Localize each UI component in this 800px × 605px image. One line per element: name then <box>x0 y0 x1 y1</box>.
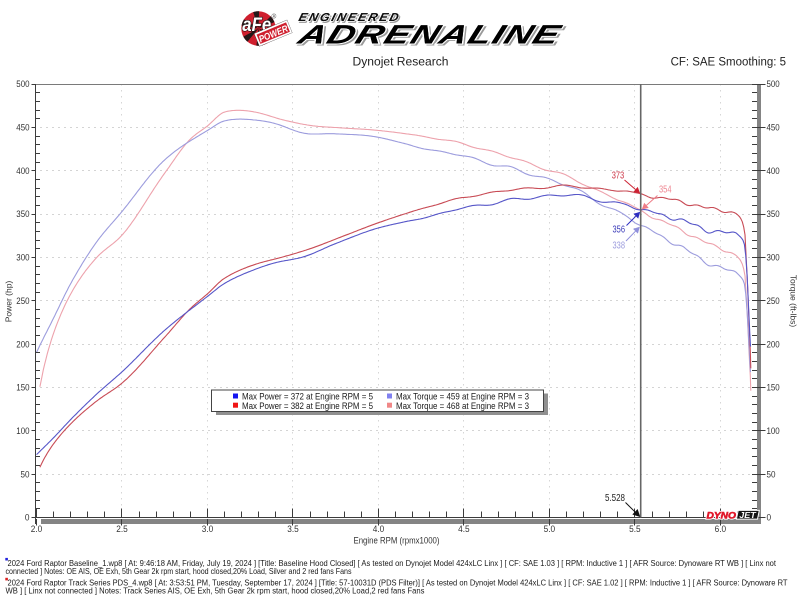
svg-text:100: 100 <box>16 426 29 436</box>
svg-text:Engine RPM (rpmx1000): Engine RPM (rpmx1000) <box>354 535 440 545</box>
svg-text:100: 100 <box>767 426 780 436</box>
svg-text:338: 338 <box>613 240 626 251</box>
svg-text:300: 300 <box>767 253 780 263</box>
svg-text:500: 500 <box>767 79 780 89</box>
svg-text:ENGINEERED: ENGINEERED <box>298 12 403 25</box>
svg-text:connected ] Notes: OE AIS, OE: connected ] Notes: OE AIS, OE Exh, 5th G… <box>6 567 352 576</box>
svg-text:ADRENALINE: ADRENALINE <box>295 22 567 52</box>
svg-text:200: 200 <box>16 339 29 349</box>
svg-text:250: 250 <box>16 296 29 306</box>
svg-text:Dynojet Research: Dynojet Research <box>353 55 449 69</box>
svg-text:2024 Ford Raptor Baseline_1.wp: 2024 Ford Raptor Baseline_1.wp8 [ At: 9:… <box>8 559 777 568</box>
svg-text:356: 356 <box>613 225 626 236</box>
svg-text:400: 400 <box>16 166 29 176</box>
svg-text:Torque (ft-lbs): Torque (ft-lbs) <box>789 275 799 328</box>
svg-text:0: 0 <box>25 513 30 523</box>
svg-text:Max Torque = 468 at Engine RPM: Max Torque = 468 at Engine RPM = 3 <box>396 401 529 411</box>
svg-text:350: 350 <box>767 209 780 219</box>
svg-text:CF: SAE Smoothing: 5: CF: SAE Smoothing: 5 <box>671 55 787 69</box>
svg-text:4.0: 4.0 <box>373 524 385 534</box>
svg-text:50: 50 <box>21 469 30 479</box>
svg-text:6.0: 6.0 <box>715 524 727 534</box>
svg-text:250: 250 <box>767 296 780 306</box>
svg-text:5.0: 5.0 <box>544 524 556 534</box>
svg-text:0: 0 <box>767 513 772 523</box>
svg-text:DYNO: DYNO <box>707 511 737 522</box>
svg-text:50: 50 <box>767 469 776 479</box>
svg-text:3.5: 3.5 <box>287 524 299 534</box>
svg-text:354: 354 <box>659 184 672 195</box>
svg-text:WB ] [ Linx not connected ] No: WB ] [ Linx not connected ] Notes: Track… <box>6 586 425 595</box>
svg-text:350: 350 <box>16 209 29 219</box>
svg-text:2.0: 2.0 <box>31 524 43 534</box>
svg-text:ADRENALINE: ADRENALINE <box>293 20 565 50</box>
svg-text:2024 Ford Raptor Track Series: 2024 Ford Raptor Track Series PDS_4.wp8 … <box>8 579 788 588</box>
svg-text:®: ® <box>272 13 277 21</box>
svg-text:5.5: 5.5 <box>629 524 641 534</box>
svg-text:Power (hp): Power (hp) <box>4 281 14 323</box>
svg-text:2.5: 2.5 <box>116 524 128 534</box>
svg-text:450: 450 <box>16 123 29 133</box>
svg-text:JET: JET <box>739 511 757 520</box>
svg-text:3.0: 3.0 <box>202 524 214 534</box>
svg-text:200: 200 <box>767 339 780 349</box>
svg-text:Max Torque = 459 at Engine RPM: Max Torque = 459 at Engine RPM = 3 <box>396 392 529 402</box>
svg-text:150: 150 <box>16 383 29 393</box>
svg-text:Max Power = 382 at Engine RPM: Max Power = 382 at Engine RPM = 5 <box>242 401 373 411</box>
svg-text:450: 450 <box>767 123 780 133</box>
svg-text:Max Power = 372 at Engine RPM: Max Power = 372 at Engine RPM = 5 <box>242 392 373 402</box>
svg-text:5.528: 5.528 <box>605 493 625 504</box>
svg-text:DYNO: DYNO <box>707 511 737 522</box>
svg-text:300: 300 <box>16 253 29 263</box>
svg-text:ENGINEERED: ENGINEERED <box>297 10 402 23</box>
svg-text:400: 400 <box>767 166 780 176</box>
svg-text:500: 500 <box>16 79 29 89</box>
svg-text:ENGINEERED: ENGINEERED <box>297 10 402 23</box>
svg-text:ADRENALINE: ADRENALINE <box>293 20 565 50</box>
svg-text:150: 150 <box>767 383 780 393</box>
svg-text:4.5: 4.5 <box>458 524 470 534</box>
svg-text:373: 373 <box>612 170 625 181</box>
